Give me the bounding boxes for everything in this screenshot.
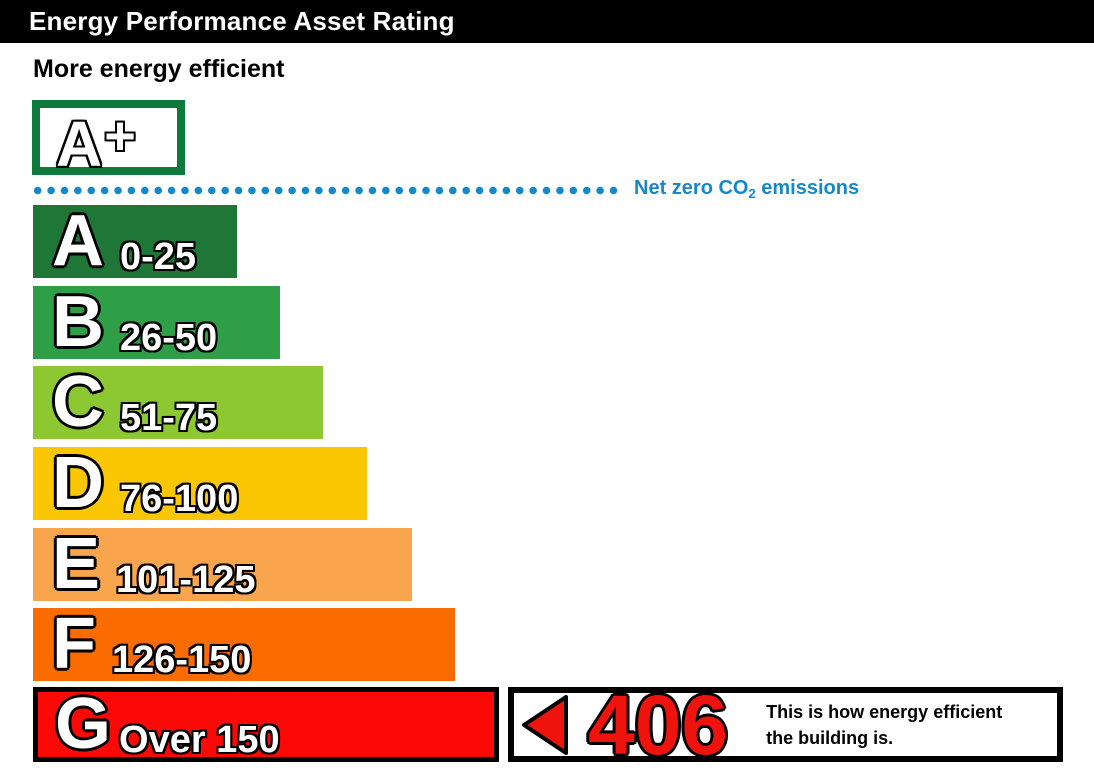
band-bar-f: F 126-150	[33, 608, 455, 681]
band-letter-c: C	[52, 362, 104, 442]
band-bar-d: D 76-100	[33, 447, 367, 520]
arrow-left-icon	[522, 694, 568, 755]
band-letter-e: E	[52, 524, 101, 604]
band-bar-g: G Over 150	[33, 687, 499, 762]
net-zero-dotted-line	[31, 186, 623, 195]
net-zero-label-subscript: 2	[748, 186, 756, 201]
band-range-a: 0-25	[120, 236, 197, 278]
band-bar-c: C 51-75	[33, 366, 323, 439]
plus-sign: +	[104, 106, 136, 166]
band-range-e: 101-125	[116, 559, 256, 601]
band-bar-e: E 101-125	[33, 528, 412, 601]
band-range-f: 126-150	[111, 639, 252, 681]
rating-note-line2: the building is.	[766, 727, 894, 748]
chart-header-bar: Energy Performance Asset Rating	[0, 0, 1094, 43]
band-bar-a: A 0-25	[33, 205, 237, 278]
net-zero-label-text: Net zero CO	[634, 177, 749, 199]
band-letter-d: D	[52, 443, 104, 523]
band-letter-g: G	[55, 684, 112, 764]
net-zero-label: Net zero CO2 emissions	[634, 177, 859, 201]
band-range-d: 76-100	[120, 478, 239, 520]
band-letter-b: B	[52, 282, 104, 362]
band-range-c: 51-75	[120, 397, 218, 439]
more-efficient-label: More energy efficient	[33, 55, 285, 83]
chart-title: Energy Performance Asset Rating	[29, 6, 455, 36]
band-letter-f: F	[52, 604, 96, 684]
band-a-plus-letter: A	[56, 108, 103, 180]
current-rating-box: 406 This is how energy efficient the bui…	[508, 683, 1063, 767]
band-bar-b: B 26-50	[33, 286, 280, 359]
rating-note-line1: This is how energy efficient	[766, 701, 1003, 722]
band-letter-a: A	[52, 201, 104, 281]
band-range-b: 26-50	[120, 317, 218, 359]
band-a-plus-box: A+	[32, 100, 185, 176]
net-zero-label-suffix: emissions	[755, 177, 860, 199]
band-range-g: Over 150	[119, 719, 280, 761]
current-rating-value: 406	[588, 677, 729, 772]
rating-note: This is how energy efficient the buildin…	[766, 699, 1002, 751]
